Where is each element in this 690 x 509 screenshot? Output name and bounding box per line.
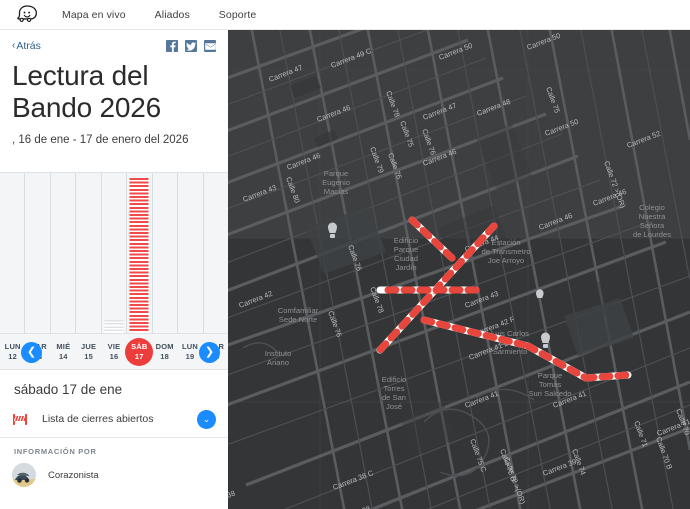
day-weekday: DOM [155,342,174,352]
svg-text:Tomás: Tomás [539,380,562,389]
author-row[interactable]: Corazonista [12,463,99,487]
main-nav: Mapa en vivo Aliados Soporte [62,9,285,21]
nav-soporte[interactable]: Soporte [218,8,257,21]
svg-text:Parque: Parque [324,169,349,178]
svg-text:Parque: Parque [394,245,419,254]
prev-week-button[interactable]: ❮ [21,342,42,363]
day-button-19[interactable]: LUN 19 [177,334,202,369]
svg-text:Jardín: Jardín [395,263,416,272]
chart-column-19[interactable] [178,173,204,333]
day-weekday: JUE [81,342,97,352]
section-divider [0,437,228,438]
closures-bar-chart [0,172,228,334]
svg-text:Señora: Señora [640,221,665,230]
svg-text:Nuestra: Nuestra [639,212,666,221]
nav-aliados[interactable]: Aliados [154,8,190,21]
selected-day-heading: sábado 17 de ene [14,382,123,397]
day-button-12[interactable]: LUN 12 [0,334,25,369]
chart-column-13[interactable] [25,173,51,333]
day-button-17[interactable]: SÁB 17 [125,334,154,369]
svg-text:Sarmiento: Sarmiento [493,347,528,356]
event-detail-panel: ‹ Atrás Lectura del Bando 2026 , 16 de e… [0,30,228,509]
chevron-left-icon: ‹ [12,40,16,51]
svg-text:de Transmetro: de Transmetro [482,247,531,256]
day-button-18[interactable]: DOM 18 [152,334,177,369]
day-number: 14 [58,351,68,361]
svg-text:Parque: Parque [538,371,563,380]
chart-column-18[interactable] [153,173,179,333]
waze-logo-icon[interactable] [16,4,38,26]
svg-text:Eugenio: Eugenio [322,178,350,187]
svg-text:de Lourdes: de Lourdes [633,230,671,239]
day-weekday: VIE [107,342,121,352]
day-button-14[interactable]: MIÉ 14 [51,334,76,369]
email-icon[interactable] [204,40,216,52]
nav-mapa-en-vivo[interactable]: Mapa en vivo [62,8,126,21]
svg-text:Torres: Torres [383,384,404,393]
svg-text:Ciudad: Ciudad [394,254,418,263]
back-label: Atrás [16,40,41,52]
chart-column-17[interactable] [127,173,153,333]
closure-lines [376,216,632,382]
svg-text:Instituto: Instituto [265,349,292,358]
svg-text:Edificio: Edificio [394,236,418,245]
chevron-down-icon[interactable]: ⌄ [197,409,216,429]
day-weekday: LUN [181,342,198,352]
day-weekday: LUN [4,342,21,352]
information-by-label: INFORMACIÓN POR [14,447,97,456]
chart-column-20[interactable] [204,173,228,333]
svg-text:Suri Salcedo: Suri Salcedo [528,389,571,398]
svg-text:38: 38 [228,489,236,500]
chart-column-16[interactable] [102,173,128,333]
svg-text:Edificio: Edificio [382,375,406,384]
chart-column-12[interactable] [0,173,26,333]
twitter-icon[interactable] [185,40,197,52]
svg-text:José: José [386,402,402,411]
social-share-group [166,40,216,52]
svg-text:Joe Arroyo: Joe Arroyo [488,256,524,265]
page-title: Lectura del Bando 2026 [12,60,162,123]
next-week-button[interactable]: ❯ [199,342,220,363]
selected-day-pill [125,337,154,366]
road-barrier-icon [12,413,30,426]
svg-text:Colegio: Colegio [639,203,665,212]
chart-bar-16[interactable] [104,320,124,333]
svg-text:Macías: Macías [324,187,349,196]
panel-topbar: ‹ Atrás [0,30,228,54]
day-number: 12 [8,351,18,361]
site-header: Mapa en vivo Aliados Soporte [0,0,690,30]
day-number: 17 [134,351,144,361]
chart-column-14[interactable] [51,173,77,333]
avatar [12,463,36,487]
svg-text:Ariano: Ariano [267,358,289,367]
day-button-15[interactable]: JUE 15 [76,334,101,369]
svg-text:Luis Carlos: Luis Carlos [491,329,529,338]
svg-text:Comfamiliar: Comfamiliar [278,306,319,315]
day-number: 16 [109,351,119,361]
day-weekday: SÁB [131,342,148,352]
chart-column-15[interactable] [76,173,102,333]
day-number: 18 [160,351,169,361]
svg-text:Estación: Estación [491,238,520,247]
day-button-16[interactable]: VIE 16 [101,334,126,369]
day-selector-strip: LUN12MAR13MIÉ14JUE15VIE16SÁB17DOM18LUN19… [0,334,228,370]
svg-text:de San: de San [382,393,406,402]
event-date-range: , 16 de ene - 17 de enero del 2026 [12,133,189,146]
chart-columns [0,173,228,333]
day-number: 15 [84,351,94,361]
svg-text:Sede Norte: Sede Norte [279,315,317,324]
back-link[interactable]: ‹ Atrás [12,40,41,52]
open-closures-row[interactable]: Lista de cierres abiertos ⌄ [0,402,228,436]
author-name: Corazonista [48,469,99,481]
facebook-icon[interactable] [166,40,178,52]
chart-bar-17[interactable] [129,177,149,333]
day-weekday: MIÉ [56,342,71,352]
map-canvas[interactable]: .rd { stroke:#5a5d60; fill:none; } .rdb … [228,30,690,509]
open-closures-label: Lista de cierres abiertos [42,413,154,425]
day-number: 19 [185,351,195,361]
